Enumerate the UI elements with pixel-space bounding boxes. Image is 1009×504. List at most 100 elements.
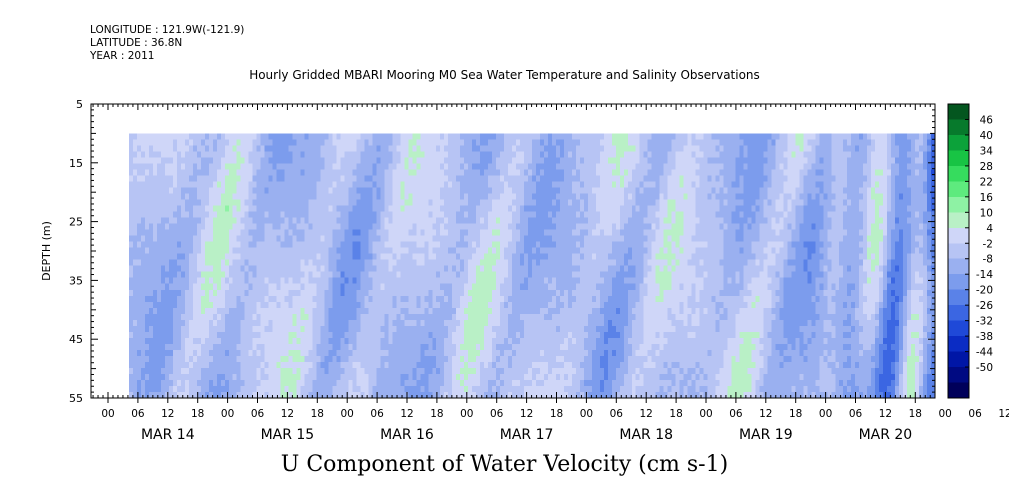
heatmap-cell (156, 355, 162, 363)
heatmap-cell (208, 169, 214, 177)
heatmap-cell (348, 313, 354, 321)
heatmap-cell (500, 313, 505, 321)
heatmap-cell (216, 217, 222, 225)
heatmap-cell (396, 379, 401, 387)
heatmap-cell (468, 205, 473, 213)
heatmap-cell (424, 277, 429, 285)
heatmap-cell (368, 139, 373, 147)
heatmap-cell (408, 385, 413, 393)
heatmap-cell (148, 385, 154, 393)
heatmap-cell (408, 367, 413, 375)
heatmap-cell (508, 307, 513, 315)
heatmap-cell (180, 133, 186, 141)
heatmap-cell (180, 139, 186, 147)
heatmap-cell (324, 181, 330, 189)
heatmap-cell (160, 373, 166, 381)
heatmap-cell (428, 295, 433, 303)
heatmap-cell (384, 283, 389, 291)
heatmap-cell (308, 385, 314, 393)
heatmap-cell (464, 151, 469, 159)
heatmap-cell (392, 199, 397, 207)
heatmap-cell (144, 211, 150, 219)
heatmap-cell (160, 265, 166, 273)
heatmap-cell (220, 145, 226, 153)
heatmap-cell (368, 367, 373, 375)
heatmap-cell (312, 181, 318, 189)
heatmap-cell (472, 271, 477, 279)
heatmap-cell (208, 211, 214, 219)
heatmap-cell (500, 163, 505, 171)
heatmap-cell (296, 349, 302, 357)
heatmap-cell (356, 205, 362, 213)
heatmap-cell (180, 169, 186, 177)
heatmap-cell (404, 331, 409, 339)
heatmap-cell (248, 361, 254, 369)
heatmap-cell (284, 331, 290, 339)
heatmap-cell (559, 277, 565, 285)
heatmap-cell (476, 277, 481, 285)
heatmap-cell (316, 175, 322, 183)
heatmap-cell (496, 385, 501, 393)
heatmap-cell (412, 235, 417, 243)
heatmap-cell (260, 361, 266, 369)
heatmap-cell (448, 259, 453, 267)
heatmap-cell (436, 169, 441, 177)
heatmap-cell (292, 307, 298, 315)
heatmap-cell (176, 247, 182, 255)
heatmap-cell (408, 289, 413, 297)
heatmap-cell (152, 391, 158, 399)
heatmap-cell (152, 385, 158, 393)
heatmap-cell (144, 289, 150, 297)
heatmap-cell (244, 355, 250, 363)
heatmap-cell (472, 301, 477, 309)
heatmap-cell (184, 157, 190, 165)
heatmap-cell (436, 229, 441, 237)
heatmap-cell (388, 265, 393, 273)
heatmap-cell (252, 247, 258, 255)
heatmap-cell (563, 175, 569, 183)
heatmap-cell (416, 223, 421, 231)
heatmap-cell (224, 331, 230, 339)
heatmap-cell (400, 157, 405, 165)
heatmap-cell (492, 355, 497, 363)
heatmap-cell (408, 373, 413, 381)
heatmap-cell (492, 277, 497, 285)
heatmap-cell (284, 235, 290, 243)
heatmap-cell (440, 223, 445, 231)
heatmap-cell (208, 163, 214, 171)
heatmap-cell (212, 181, 218, 189)
heatmap-cell (236, 211, 242, 219)
heatmap-cell (164, 241, 170, 249)
heatmap-cell (148, 241, 154, 249)
heatmap-cell (575, 277, 581, 285)
heatmap-cell (236, 277, 242, 285)
heatmap-cell (280, 283, 286, 291)
heatmap-cell (224, 337, 230, 345)
heatmap-cell (320, 355, 326, 363)
heatmap-cell (284, 325, 290, 333)
heatmap-cell (496, 361, 501, 369)
heatmap-cell (492, 283, 497, 291)
heatmap-cell (228, 265, 234, 273)
heatmap-cell (280, 313, 286, 321)
heatmap-cell (448, 223, 453, 231)
heatmap-cell (328, 163, 334, 171)
heatmap-cell (372, 235, 377, 243)
heatmap-cell (140, 373, 146, 381)
heatmap-cell (480, 199, 485, 207)
heatmap-cell (400, 235, 405, 243)
heatmap-cell (152, 301, 158, 309)
heatmap-cell (551, 187, 557, 195)
heatmap-cell (248, 187, 254, 195)
heatmap-cell (300, 361, 306, 369)
heatmap-cell (164, 175, 170, 183)
heatmap-cell (388, 391, 393, 399)
heatmap-cell (360, 331, 366, 339)
heatmap-cell (200, 259, 206, 267)
heatmap-cell (188, 373, 194, 381)
heatmap-cell (136, 241, 142, 249)
heatmap-cell (500, 361, 505, 369)
heatmap-cell (244, 271, 250, 279)
heatmap-cell (420, 169, 425, 177)
heatmap-cell (276, 217, 282, 225)
